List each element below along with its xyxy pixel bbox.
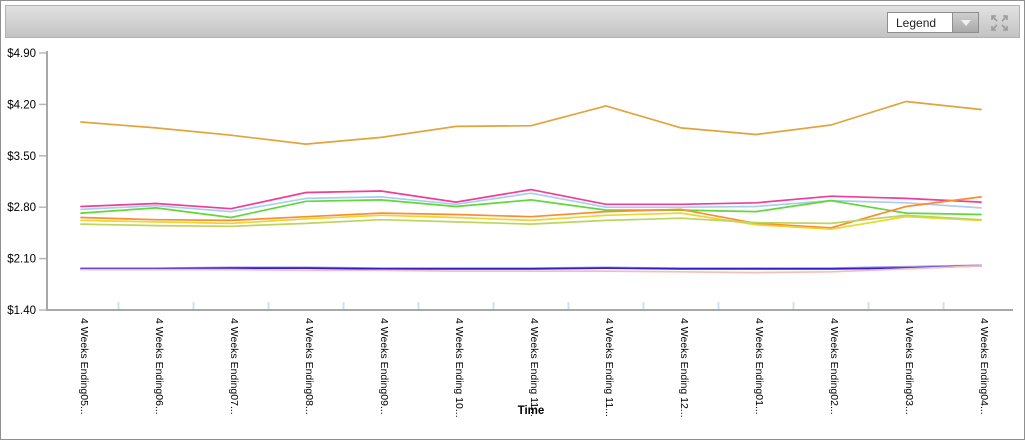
legend-dropdown[interactable]: Legend xyxy=(887,12,979,33)
x-axis-category-label: 4 Weeks Ending 11... xyxy=(528,318,540,417)
x-axis-category-label: 4 Weeks Ending 10... xyxy=(453,318,465,418)
x-axis-category-label: 4 Weeks Ending05... xyxy=(78,318,90,415)
series-line-light-pink xyxy=(80,265,982,274)
y-axis-tick-label: $2.10 xyxy=(7,254,36,266)
x-axis-category-label: 4 Weeks Ending07... xyxy=(228,318,240,415)
x-axis-category-label: 4 Weeks Ending01... xyxy=(753,318,765,415)
chevron-down-icon xyxy=(960,19,971,26)
series-line-blue xyxy=(80,265,982,270)
x-axis-category-label: 4 Weeks Ending04... xyxy=(978,318,990,415)
x-axis-category-label: 4 Weeks Ending08... xyxy=(303,318,315,415)
series-line-gold xyxy=(80,100,982,145)
series-line-yellow-green xyxy=(80,214,982,228)
y-axis-tick-label: $4.90 xyxy=(7,48,36,60)
x-axis-title: Time xyxy=(518,405,545,417)
chart-canvas: $4.90 $4.20 $3.50 $2.80 $2.10 $1.40 4 Weeks En… xyxy=(7,48,1013,418)
legend-dropdown-value[interactable]: Legend xyxy=(887,12,952,33)
x-axis-category-label: 4 Weeks Ending09... xyxy=(378,318,390,415)
series-line-magenta xyxy=(80,188,982,210)
series-line-orange xyxy=(80,196,982,229)
x-axis-category-label: 4 Weeks Ending 11... xyxy=(603,318,615,417)
x-axis-category-label: 4 Weeks Ending03... xyxy=(903,318,915,415)
y-axis-tick-label: $2.80 xyxy=(7,202,36,214)
line-chart: $4.90 $4.20 $3.50 $2.80 $2.10 $1.40 4 Weeks En… xyxy=(1,40,1024,439)
y-axis-tick-label: $3.50 xyxy=(7,151,36,163)
series-line-green xyxy=(80,199,982,219)
x-axis-category-label: 4 Weeks Ending02... xyxy=(828,318,840,415)
series-line-yellow xyxy=(80,212,982,231)
toolbar: Legend xyxy=(5,5,1020,38)
x-axis-category-label: 4 Weeks Ending06... xyxy=(153,318,165,415)
y-axis-tick-label: $1.40 xyxy=(7,305,36,317)
y-axis-tick-label: $4.20 xyxy=(7,99,36,111)
x-axis-category-label: 4 Weeks Ending 12... xyxy=(678,318,690,418)
legend-dropdown-button[interactable] xyxy=(952,12,979,33)
expand-arrows-icon[interactable] xyxy=(989,15,1011,31)
